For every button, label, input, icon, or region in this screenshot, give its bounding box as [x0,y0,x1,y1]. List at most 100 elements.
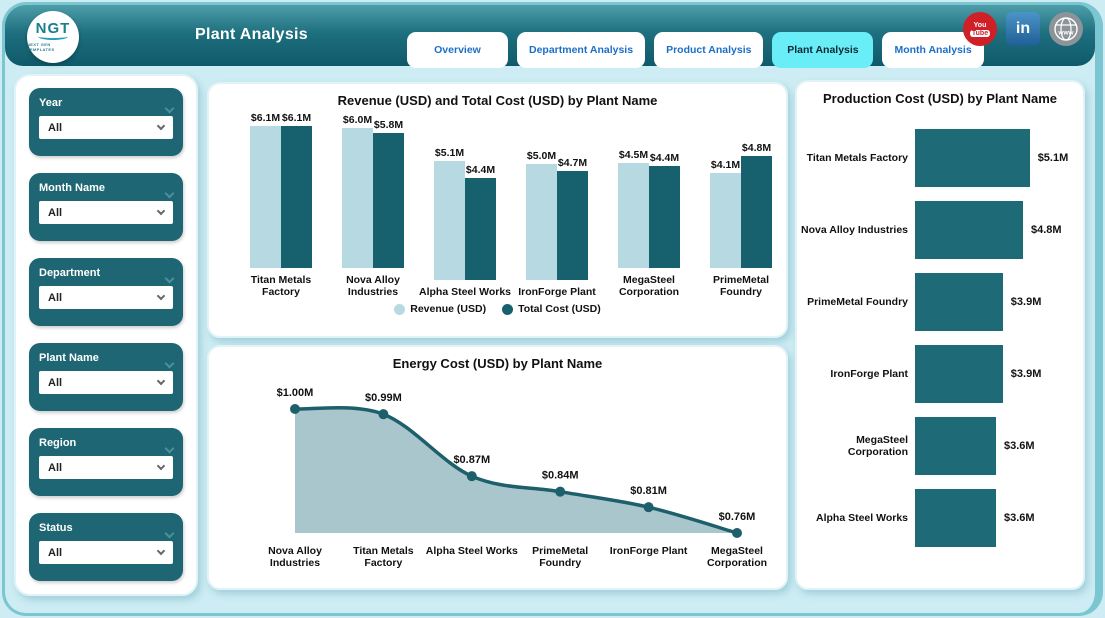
slicer-dropdown-plant-name[interactable]: All [39,371,173,394]
bar-value-label: $4.4M [465,163,496,176]
slicer-value-plant-name: All [48,376,63,389]
data-point-nova-alloy-industries[interactable] [290,404,300,414]
bar-total-cost-usd-nova-alloy-industries[interactable] [373,133,404,268]
bar-group-megasteel-corporation: $4.5M $4.4M MegaSteel Corporation [603,110,695,298]
energy-area-svg: $1.00M $0.99M $0.87M $0.84M $0.81M $0.76M [277,387,756,538]
bar-revenue-usd-ironforge-plant[interactable] [526,163,557,280]
bar-revenue-usd-alpha-steel-works[interactable] [434,161,465,280]
point-value-label: $0.81M [630,485,667,497]
hbar-primemetal-foundry[interactable] [915,273,1003,331]
hbar-ironforge-plant[interactable] [915,345,1003,403]
x-axis-label: MegaSteel Corporation [618,274,680,298]
youtube-text-bottom: Tube [969,29,991,37]
chevron-down-icon[interactable] [164,184,175,202]
chevron-down-icon[interactable] [164,439,175,457]
data-point-megasteel-corporation[interactable] [732,528,742,538]
hbar-alpha-steel-works[interactable] [915,489,996,547]
data-point-primemetal-foundry[interactable] [555,486,566,497]
bar-revenue-usd-megasteel-corporation[interactable] [618,163,649,268]
hbar-value-label: $3.9M [1010,368,1042,380]
slicer-dropdown-status[interactable]: All [39,541,173,564]
area-fill [295,407,737,533]
tab-product-analysis[interactable]: Product Analysis [654,32,764,68]
legend-dot-icon [394,303,406,315]
hbar-value-label: $5.1M [1037,152,1069,164]
slicer-department: Department All [29,258,183,326]
slicer-dropdown-department[interactable]: All [39,286,173,309]
bar-value-label: $6.0M [342,114,373,127]
slicer-value-month-name: All [48,206,63,219]
logo-subtext: NEXT GEN TEMPLATES [27,42,55,52]
production-cost-chart-title: Production Cost (USD) by Plant Name [822,91,1058,106]
hbar-row-nova-alloy-industries: Nova Alloy Industries $4.8M [797,194,1083,266]
slicer-label-region: Region [39,437,77,449]
hbar-row-alpha-steel-works: Alpha Steel Works $3.6M [797,482,1083,554]
x-axis-label: IronForge Plant [518,286,596,298]
chevron-down-icon[interactable] [164,269,175,287]
x-axis-label: Titan Metals Factory [250,274,312,298]
slicer-month-name: Month Name All [29,173,183,241]
dropdown-chevron-icon [156,546,166,556]
bar-total-cost-usd-alpha-steel-works[interactable] [465,177,496,280]
chevron-down-icon[interactable] [164,99,175,117]
chevron-down-icon[interactable] [164,354,175,372]
legend-item-total-cost-usd: Total Cost (USD) [502,303,601,315]
production-cost-chart-panel: Production Cost (USD) by Plant Name Tita… [795,80,1085,590]
point-value-label: $0.84M [542,470,579,482]
svg-text:www: www [1057,30,1074,37]
hbar-value-label: $3.6M [1004,512,1035,524]
revenue-totalcost-chart-panel: Revenue (USD) and Total Cost (USD) by Pl… [207,82,788,338]
hbar-megasteel-corporation[interactable] [915,417,996,475]
bar-total-cost-usd-megasteel-corporation[interactable] [649,165,680,268]
slicer-dropdown-region[interactable]: All [39,456,173,479]
slicer-dropdown-month-name[interactable]: All [39,201,173,224]
hbar-value-label: $3.9M [1010,296,1042,308]
revenue-chart-title: Revenue (USD) and Total Cost (USD) by Pl… [337,93,658,108]
data-point-alpha-steel-works[interactable] [466,471,477,482]
energy-area-chart: $1.00M $0.99M $0.87M $0.84M $0.81M $0.76M Nova… [219,373,776,578]
legend-dot-icon [502,303,514,315]
x-axis-label: Nova Alloy Industries [346,274,400,298]
slicer-value-status: All [48,546,63,559]
data-point-ironforge-plant[interactable] [643,502,654,513]
tab-overview[interactable]: Overview [407,32,508,68]
bar-total-cost-usd-titan-metals-factory[interactable] [281,126,312,268]
hbar-category-label: IronForge Plant [830,368,908,380]
dropdown-chevron-icon [156,461,166,471]
linkedin-icon[interactable]: in [1006,12,1040,46]
slicer-label-year: Year [39,97,63,109]
hbar-nova-alloy-industries[interactable] [915,201,1023,259]
bar-group-alpha-steel-works: $5.1M $4.4M Alpha Steel Works [419,122,511,298]
bar-total-cost-usd-ironforge-plant[interactable] [557,170,588,280]
tab-department-analysis[interactable]: Department Analysis [517,32,646,68]
bar-value-label: $4.5M [618,149,649,162]
bar-revenue-usd-titan-metals-factory[interactable] [250,126,281,268]
bar-group-primemetal-foundry: $4.1M $4.8M PrimeMetal Foundry [695,110,787,298]
youtube-icon[interactable]: You Tube [963,12,997,46]
legend-label: Total Cost (USD) [518,303,601,315]
legend-item-revenue-usd: Revenue (USD) [394,303,486,315]
chevron-down-icon[interactable] [164,524,175,542]
bar-revenue-usd-primemetal-foundry[interactable] [710,172,741,268]
data-point-titan-metals-factory[interactable] [378,409,389,420]
tab-plant-analysis[interactable]: Plant Analysis [772,32,874,68]
x-axis-label: Nova Alloy Industries [268,545,322,569]
social-links: You Tube in www [963,12,1083,46]
point-value-label: $0.99M [365,392,402,404]
hbar-category-label: PrimeMetal Foundry [807,296,908,308]
bar-revenue-usd-nova-alloy-industries[interactable] [342,128,373,268]
point-value-label: $0.76M [719,511,756,523]
slicer-label-month-name: Month Name [39,182,105,194]
bar-value-label: $5.0M [526,149,557,162]
website-icon[interactable]: www [1049,12,1083,46]
energy-chart-title: Energy Cost (USD) by Plant Name [392,356,603,371]
hbar-row-megasteel-corporation: MegaSteel Corporation $3.6M [797,410,1083,482]
revenue-chart-legend: Revenue (USD) Total Cost (USD) [209,303,786,315]
bar-value-label: $4.1M [710,158,741,171]
slicer-dropdown-year[interactable]: All [39,116,173,139]
slicer-value-region: All [48,461,63,474]
ngt-logo: NGT NEXT GEN TEMPLATES [27,11,79,63]
bar-total-cost-usd-primemetal-foundry[interactable] [741,156,772,268]
area-line [294,405,738,535]
hbar-titan-metals-factory[interactable] [915,129,1030,187]
